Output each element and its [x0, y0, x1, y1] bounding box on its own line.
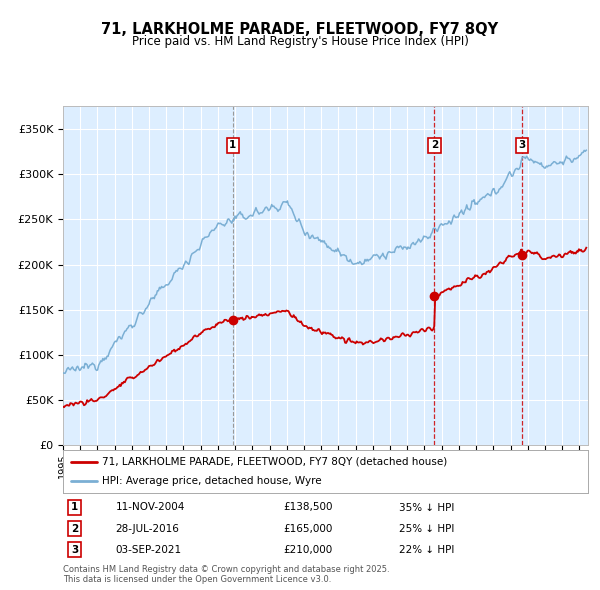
Text: This data is licensed under the Open Government Licence v3.0.: This data is licensed under the Open Gov…: [63, 575, 331, 584]
Text: 71, LARKHOLME PARADE, FLEETWOOD, FY7 8QY (detached house): 71, LARKHOLME PARADE, FLEETWOOD, FY7 8QY…: [103, 457, 448, 467]
Text: 28-JUL-2016: 28-JUL-2016: [115, 524, 179, 533]
Text: 3: 3: [71, 545, 78, 555]
Text: 2: 2: [431, 140, 438, 150]
Text: Price paid vs. HM Land Registry's House Price Index (HPI): Price paid vs. HM Land Registry's House …: [131, 35, 469, 48]
Text: 1: 1: [71, 503, 78, 513]
Text: 1: 1: [229, 140, 236, 150]
Text: 71, LARKHOLME PARADE, FLEETWOOD, FY7 8QY: 71, LARKHOLME PARADE, FLEETWOOD, FY7 8QY: [101, 22, 499, 37]
Text: 35% ↓ HPI: 35% ↓ HPI: [399, 503, 454, 513]
Text: £210,000: £210,000: [284, 545, 333, 555]
Text: £165,000: £165,000: [284, 524, 333, 533]
Text: 22% ↓ HPI: 22% ↓ HPI: [399, 545, 454, 555]
Text: Contains HM Land Registry data © Crown copyright and database right 2025.: Contains HM Land Registry data © Crown c…: [63, 565, 389, 574]
Text: 2: 2: [71, 524, 78, 533]
Text: 25% ↓ HPI: 25% ↓ HPI: [399, 524, 454, 533]
Text: £138,500: £138,500: [284, 503, 333, 513]
Text: 3: 3: [518, 140, 526, 150]
Text: 11-NOV-2004: 11-NOV-2004: [115, 503, 185, 513]
Text: HPI: Average price, detached house, Wyre: HPI: Average price, detached house, Wyre: [103, 476, 322, 486]
Text: 03-SEP-2021: 03-SEP-2021: [115, 545, 182, 555]
